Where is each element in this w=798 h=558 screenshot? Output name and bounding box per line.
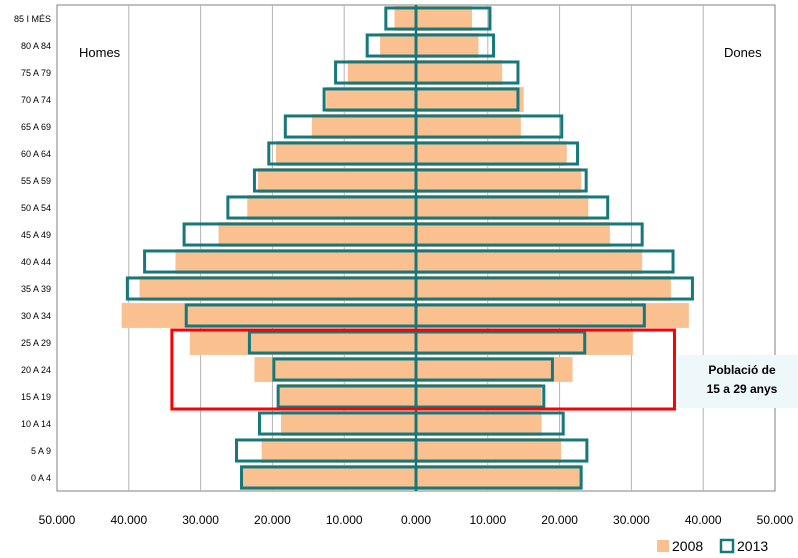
x-tick-label: 20.000 [541, 513, 578, 527]
bar-2008-dones [416, 33, 479, 58]
x-tick-labels: 50.000 40.000 30.000 20.000 10.000 0.000 10.00… [39, 513, 794, 527]
highlight-box [170, 328, 676, 411]
age-group-label: 25 A 29 [21, 338, 51, 348]
bar-2008-dones [416, 438, 562, 463]
bar-2008-homes [261, 438, 416, 463]
bar-2008-homes [275, 141, 416, 166]
bar-2008-dones [416, 6, 473, 31]
bar-2008-homes [394, 6, 416, 31]
bar-2008-dones [416, 168, 582, 193]
bar-2008-homes [281, 411, 416, 436]
bar-2008-dones [416, 276, 671, 301]
bar-2008-dones [416, 114, 521, 139]
legend: 2008 2013 [657, 538, 768, 554]
bar-2008-dones [416, 249, 643, 274]
x-tick-label: 50.000 [757, 513, 794, 527]
bar-2008-dones [416, 465, 582, 490]
bar-2008-homes [254, 357, 416, 382]
age-group-label: 40 A 44 [21, 257, 51, 267]
bar-2008-homes [380, 33, 416, 58]
bar-2008-dones [416, 411, 542, 436]
age-group-label: 55 A 59 [21, 176, 51, 186]
age-group-label: 70 A 74 [21, 95, 51, 105]
age-group-label: 50 A 54 [21, 203, 51, 213]
annotation-line-1: Població de [708, 363, 776, 377]
bar-2008-homes [311, 114, 416, 139]
age-group-labels: 0 A 4 5 A 9 10 A 14 15 A 19 20 A 24 25 A 29 30… [14, 14, 51, 483]
bar-2008-dones [416, 384, 542, 409]
x-tick-label: 30.000 [613, 513, 650, 527]
bar-2008-homes [326, 87, 416, 112]
group-label-dones: Dones [724, 45, 762, 60]
bar-2008-homes [139, 276, 416, 301]
legend-swatch-2008 [657, 540, 669, 552]
bar-2008-homes [240, 465, 416, 490]
legend-label-2008: 2008 [672, 538, 703, 554]
series-2008-bars [121, 6, 689, 490]
age-group-label: 15 A 19 [21, 392, 51, 402]
bar-2008-homes [189, 330, 416, 355]
age-group-label: 35 A 39 [21, 284, 51, 294]
bar-2008-dones [416, 357, 573, 382]
x-tick-label: 40.000 [685, 513, 722, 527]
bar-2008-homes [121, 303, 417, 328]
age-group-label: 20 A 24 [21, 365, 51, 375]
bar-2008-dones [416, 87, 524, 112]
x-tick-label: 10.000 [469, 513, 506, 527]
x-tick-label: 30.000 [182, 513, 219, 527]
bar-2008-dones [416, 60, 503, 85]
bar-2008-homes [247, 195, 416, 220]
bar-2008-dones [416, 141, 567, 166]
bar-2008-homes [175, 249, 416, 274]
annotation-line-2: 15 a 29 anys [707, 382, 778, 396]
bar-2008-homes [347, 60, 416, 85]
bar-2008-homes [218, 222, 416, 247]
bar-2008-homes [258, 168, 416, 193]
age-group-label: 30 A 34 [21, 311, 51, 321]
x-tick-label: 40.000 [110, 513, 147, 527]
bar-2008-dones [416, 330, 633, 355]
age-group-label: 85 I MÉS [14, 14, 51, 24]
age-group-label: 0 A 4 [31, 473, 51, 483]
x-tick-label: 20.000 [254, 513, 291, 527]
x-tick-label: 10.000 [326, 513, 363, 527]
x-tick-label: 0.000 [401, 513, 431, 527]
bar-2008-dones [416, 195, 589, 220]
age-group-label: 60 A 64 [21, 149, 51, 159]
age-group-label: 45 A 49 [21, 230, 51, 240]
group-label-homes: Homes [79, 45, 121, 60]
annotation-background [678, 355, 798, 408]
age-group-label: 5 A 9 [31, 446, 51, 456]
age-group-label: 65 A 69 [21, 122, 51, 132]
bar-2008-homes [278, 384, 416, 409]
legend-label-2013: 2013 [737, 538, 768, 554]
legend-swatch-2013 [719, 538, 735, 554]
age-group-label: 80 A 84 [21, 41, 51, 51]
x-tick-label: 50.000 [39, 513, 76, 527]
age-group-label: 10 A 14 [21, 419, 51, 429]
age-group-label: 75 A 79 [21, 68, 51, 78]
bar-2008-dones [416, 303, 689, 328]
bar-2008-dones [416, 222, 610, 247]
